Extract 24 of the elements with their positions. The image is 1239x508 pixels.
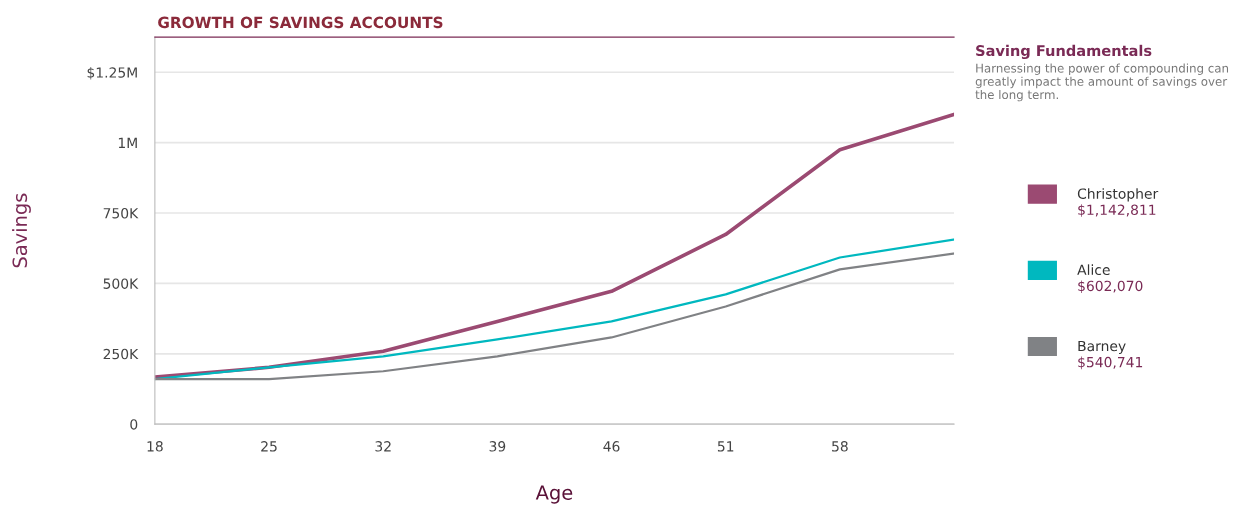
y-axis-title: Savings	[12, 193, 31, 268]
text: $540,741	[1078, 356, 1143, 370]
legend-label: Barney	[1078, 340, 1126, 354]
x-tick-label: 32	[375, 441, 391, 452]
y-tick-label: 750K	[103, 208, 139, 219]
text: $1,142,811	[1078, 204, 1156, 217]
y-tick-label: $1.25M	[87, 67, 137, 80]
x-tick-label: 25	[261, 441, 277, 452]
x-tick-label: 39	[489, 441, 506, 452]
x-tick-label: 46	[603, 441, 620, 452]
y-tick-label: 500K	[103, 278, 139, 289]
text: $602,070	[1078, 280, 1143, 294]
chart-title: GROWTH OF SAVINGS ACCOUNTS	[158, 16, 443, 29]
y-tick-label: 1M	[118, 137, 137, 148]
y-tick-label: 250K	[103, 348, 139, 360]
x-axis-title: Age	[535, 485, 573, 504]
legend-label: Christopher	[1077, 188, 1159, 202]
legend-label: Alice	[1077, 264, 1110, 276]
x-tick-label: 18	[147, 441, 163, 452]
x-tick-label: 51	[717, 441, 734, 452]
y-tick-label: 0	[130, 419, 138, 430]
text: Saving Fundamentals	[976, 44, 1152, 60]
text: Harnessing the power of compounding can greatly impact the amount of savings over the long term.	[975, 63, 1229, 102]
x-tick-label: 58	[832, 441, 848, 452]
